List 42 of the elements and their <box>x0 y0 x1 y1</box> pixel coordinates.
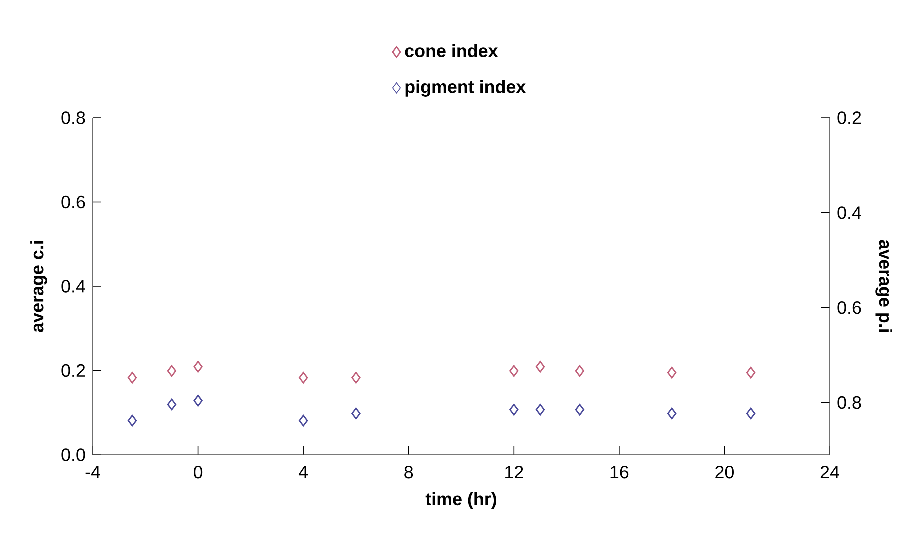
x-tick-label: 24 <box>820 466 840 479</box>
y2-tick-label: 0.4 <box>838 206 862 220</box>
point <box>746 366 756 379</box>
point <box>575 365 585 378</box>
x-tick-label: 20 <box>716 466 734 479</box>
point <box>536 404 546 416</box>
point <box>128 372 138 384</box>
y2-tick-label: 0.2 <box>838 112 862 124</box>
point <box>536 361 546 373</box>
y2-tick-label: 0.8 <box>838 396 862 410</box>
y-tick-label: 0.0 <box>62 448 86 462</box>
x-tick-label: 16 <box>610 466 629 479</box>
point <box>667 408 677 420</box>
point <box>298 414 308 427</box>
x-axis-title: time (hr) <box>426 492 496 510</box>
point <box>167 398 177 411</box>
point <box>575 404 585 416</box>
y-tick-label: 0.8 <box>62 112 86 124</box>
y2-tick-label: 0.6 <box>838 302 862 314</box>
x-tick-label: 0 <box>194 466 203 479</box>
y-tick-label: 0.6 <box>62 196 86 209</box>
point <box>167 365 177 378</box>
y-axis-title: average c.i <box>30 241 48 332</box>
x-tick-label: -4 <box>86 466 100 478</box>
y-tick-label: 0.2 <box>62 364 86 378</box>
point <box>128 414 138 427</box>
point <box>667 366 677 379</box>
point <box>352 372 361 384</box>
point <box>194 395 203 407</box>
point <box>510 365 519 378</box>
legend-label: cone index <box>405 44 498 58</box>
point <box>194 361 203 373</box>
point <box>352 408 361 420</box>
x-tick-label: 12 <box>506 466 524 479</box>
y-tick-label: 0.4 <box>62 280 86 293</box>
point <box>298 372 308 384</box>
x-tick-label: 8 <box>404 466 414 479</box>
point <box>510 404 519 416</box>
x-tick-label: 4 <box>298 466 308 478</box>
y2-axis-title: average p.i <box>876 240 892 332</box>
point <box>746 408 756 420</box>
legend-label: pigment index <box>406 80 526 97</box>
